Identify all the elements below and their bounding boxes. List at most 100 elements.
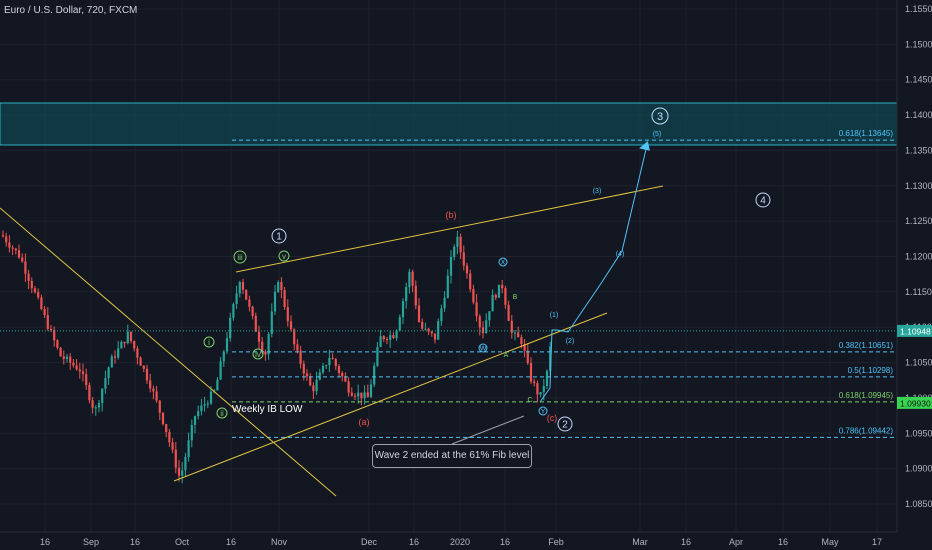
candle-body [494,294,497,298]
candle-body [427,328,430,332]
candle-body [49,328,53,330]
candle-body [389,335,392,340]
wave2-callout: Wave 2 ended at the 61% Fib level [372,444,532,468]
candle-body [299,350,302,364]
price-tick-label: 1.09500 [905,428,932,438]
candle-body [545,370,549,387]
candle-body [72,362,75,366]
wave-ii-label-circle [216,407,228,419]
candle-body [241,282,245,290]
candle-body [40,297,43,310]
time-tick-label: 17 [872,537,882,547]
candle-body [366,392,369,398]
candle-body [62,356,65,359]
candle-body [174,449,177,468]
candle-body [168,432,171,443]
candle-body [75,365,78,370]
wave-p5-label: (5) [653,131,662,138]
candle-body [229,317,232,339]
time-tick-label: 16 [40,537,50,547]
candle-body [331,357,334,360]
candle-body [197,411,200,417]
candle-body [94,407,97,409]
candle-body [248,299,251,307]
candle-body [65,356,69,359]
candle-body [78,369,81,372]
candle-body [353,395,357,397]
price-tick-label: 1.15500 [905,4,932,14]
candle-body [481,327,485,333]
weekly-ib-low-label: Weekly IB LOW [232,404,303,415]
lower-wedge-line [173,312,608,482]
time-tick-label: Dec [361,537,378,547]
candle-body [507,304,510,321]
candle-body [206,403,209,405]
candle-body [200,405,203,412]
candle-body [446,275,449,298]
candle-body [30,281,33,289]
candle-body [344,376,347,382]
price-tick-label: 1.10500 [905,358,932,368]
candle-body [491,294,494,312]
candle-body [280,282,283,290]
wave-1-label: 1 [276,232,282,243]
candle-body [328,357,331,366]
candle-body [24,261,27,274]
time-axis: 16 Sep 16 Oct 16 Nov Dec 16 2020 16 Feb Mar 16 Apr 16 M… [0,531,897,547]
candle-body [161,412,165,425]
candle-body [155,391,158,401]
last-price-tag [897,324,932,337]
candle-body [232,304,235,318]
candle-body [126,331,129,344]
fib-label: 0.786(1.09442) [839,426,894,435]
candle-body [440,308,443,322]
candle-body [14,248,17,251]
candle-body [53,329,56,341]
time-tick-label: Nov [271,537,288,547]
candle-body [513,332,517,334]
fib-label: 0.5(1.10298) [848,366,894,375]
candle-body [430,331,433,334]
time-tick-label: Oct [175,537,190,547]
wave-iv-label: iv [255,350,261,359]
candle-body [225,338,229,352]
time-tick-label: Feb [548,537,564,547]
candle-body [379,336,382,348]
candle-body [222,351,225,362]
candle-body [91,400,94,408]
wave-iv-label-circle [252,348,264,360]
price-tick-label: 1.15000 [905,39,932,49]
candle-body [181,470,184,476]
price-tick-label: 1.12500 [905,216,932,226]
fib-label: 0.618(1.09945) [839,391,894,400]
candle-body [478,316,481,328]
candle-body [433,333,437,340]
candle-body [11,247,14,249]
wave-2-label: 2 [562,420,568,431]
candle-body [245,289,248,300]
candle-body [293,329,296,345]
wave-p1-label: (1) [550,312,559,319]
wave-X-label: X [501,259,506,266]
candle-body [129,331,133,342]
candle-body [8,242,11,248]
candle-body [302,363,305,374]
price-tick-label: 1.13000 [905,181,932,191]
fib61-price-tag [897,396,932,409]
candle-body [405,287,408,302]
candle-body [465,265,469,274]
candle-body [424,328,427,330]
fib-label: 0.382(1.10651) [839,341,894,350]
candle-body [373,365,376,385]
candle-body [501,284,504,289]
projection-arrow-head [639,141,650,151]
candle-body [341,373,344,377]
candle-body [376,347,379,366]
wave-Y-label: Y [541,408,546,415]
candle-body [171,442,174,450]
candle-body [193,416,197,426]
candle-body [254,315,257,332]
candle-body [533,381,536,384]
price-tick-label: 1.11500 [905,287,932,297]
candle-body [321,365,325,373]
